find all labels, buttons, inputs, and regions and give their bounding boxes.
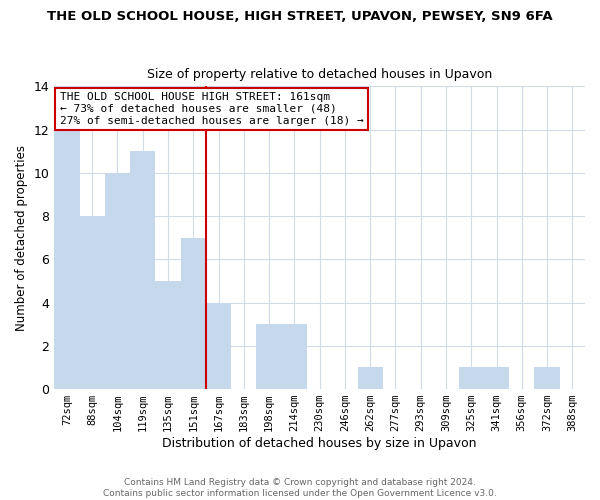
Bar	[130, 151, 155, 389]
Bar	[155, 281, 181, 389]
Bar	[80, 216, 105, 389]
X-axis label: Distribution of detached houses by size in Upavon: Distribution of detached houses by size …	[163, 437, 477, 450]
Text: Contains HM Land Registry data © Crown copyright and database right 2024.
Contai: Contains HM Land Registry data © Crown c…	[103, 478, 497, 498]
Bar	[105, 173, 130, 389]
Bar	[484, 368, 509, 389]
Bar	[54, 130, 80, 389]
Text: THE OLD SCHOOL HOUSE HIGH STREET: 161sqm
← 73% of detached houses are smaller (4: THE OLD SCHOOL HOUSE HIGH STREET: 161sqm…	[59, 92, 364, 126]
Text: THE OLD SCHOOL HOUSE, HIGH STREET, UPAVON, PEWSEY, SN9 6FA: THE OLD SCHOOL HOUSE, HIGH STREET, UPAVO…	[47, 10, 553, 23]
Bar	[535, 368, 560, 389]
Y-axis label: Number of detached properties: Number of detached properties	[15, 144, 28, 330]
Bar	[181, 238, 206, 389]
Bar	[458, 368, 484, 389]
Bar	[206, 302, 231, 389]
Bar	[358, 368, 383, 389]
Title: Size of property relative to detached houses in Upavon: Size of property relative to detached ho…	[147, 68, 492, 81]
Bar	[256, 324, 282, 389]
Bar	[282, 324, 307, 389]
